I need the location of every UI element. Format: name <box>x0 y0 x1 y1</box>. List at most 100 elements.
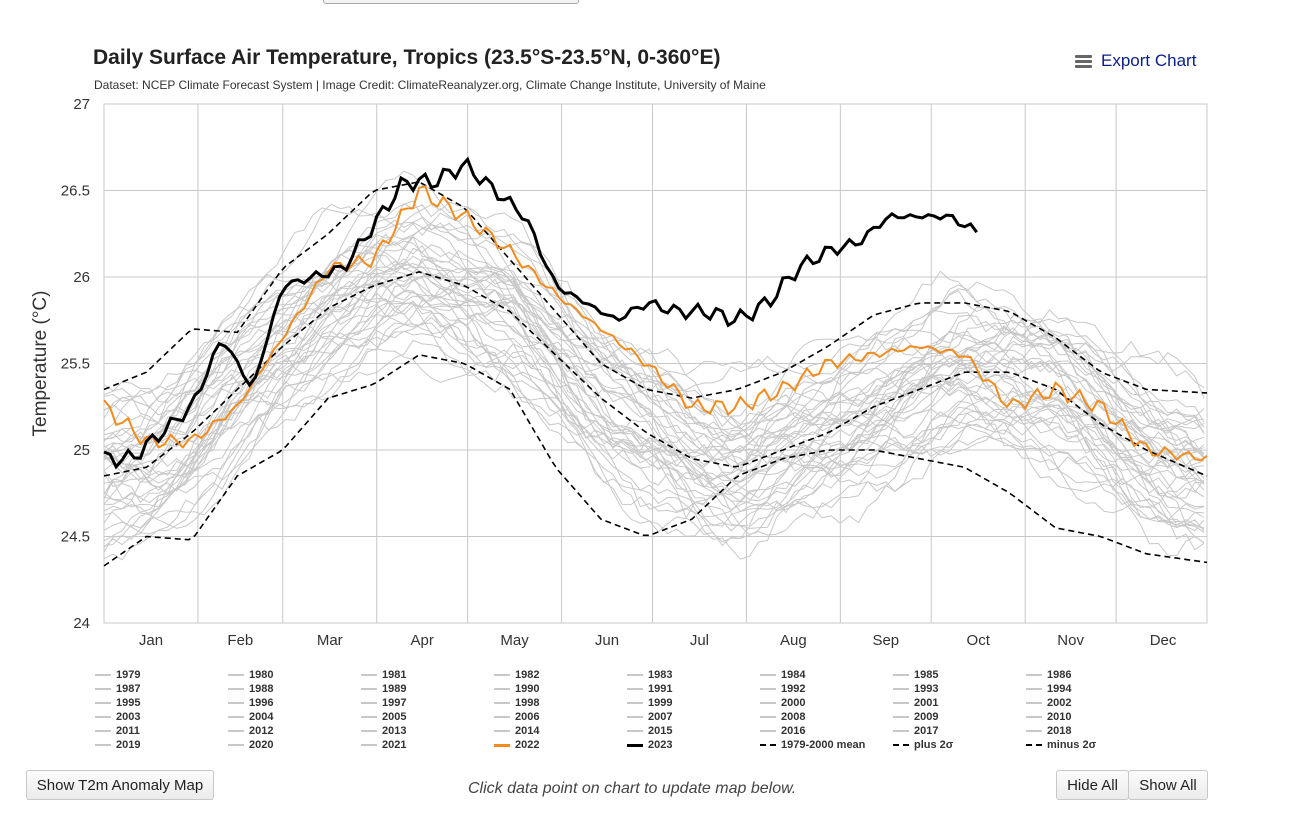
legend-item[interactable]: 2015 <box>627 724 672 738</box>
legend-swatch <box>893 702 909 704</box>
legend-item[interactable]: 2020 <box>228 738 273 752</box>
legend-item[interactable]: 1998 <box>494 696 539 710</box>
legend-item[interactable]: 2007 <box>627 710 672 724</box>
legend-item[interactable]: 1990 <box>494 682 539 696</box>
legend-swatch <box>1026 674 1042 676</box>
legend-item[interactable]: 1991 <box>627 682 672 696</box>
legend-item[interactable]: 2014 <box>494 724 539 738</box>
legend-item[interactable]: 1984 <box>760 668 805 682</box>
legend-item[interactable]: 2016 <box>760 724 805 738</box>
legend-item[interactable]: 2008 <box>760 710 805 724</box>
legend-item[interactable]: 1993 <box>893 682 938 696</box>
series-line-2005 <box>103 263 1205 459</box>
legend-swatch <box>893 716 909 718</box>
legend-item[interactable]: 2002 <box>1026 696 1071 710</box>
legend-swatch <box>760 716 776 718</box>
legend-item[interactable]: 2003 <box>95 710 140 724</box>
legend-swatch <box>760 744 776 746</box>
series-line-plus-2- <box>103 180 1208 399</box>
legend-item[interactable]: 1987 <box>95 682 140 696</box>
legend-label: 2001 <box>914 697 939 709</box>
x-tick-label: Sep <box>872 632 899 649</box>
legend-swatch <box>494 730 510 732</box>
legend-item[interactable]: 1994 <box>1026 682 1071 696</box>
series-line-1979 <box>103 339 1205 551</box>
legend-item[interactable]: 1979-2000 mean <box>760 738 865 752</box>
series-line-2010 <box>103 249 1205 453</box>
legend-item[interactable]: 1992 <box>760 682 805 696</box>
series-line-1979-2000-mean <box>103 270 1208 477</box>
legend-item[interactable]: 1981 <box>361 668 406 682</box>
legend-item[interactable]: 1986 <box>1026 668 1071 682</box>
legend-item[interactable]: 1979 <box>95 668 140 682</box>
legend-label: 1987 <box>116 683 141 695</box>
legend-item[interactable]: 2019 <box>95 738 140 752</box>
y-axis-label: Temperature (°C) <box>30 291 51 437</box>
legend-item[interactable]: 2012 <box>228 724 273 738</box>
legend-item[interactable]: 2022 <box>494 738 539 752</box>
legend-item[interactable]: 2004 <box>228 710 273 724</box>
legend-label: 1995 <box>116 697 141 709</box>
legend-item[interactable]: 1980 <box>228 668 273 682</box>
legend-item[interactable]: 2017 <box>893 724 938 738</box>
temperature-chart[interactable]: 27 26.5 26 25.5 25 24.5 24 Jan Feb Mar Apr May Jun Ju… <box>0 0 1306 660</box>
series-line-2021 <box>103 203 1205 441</box>
legend-item[interactable]: 2021 <box>361 738 406 752</box>
x-tick-label: Apr <box>411 632 434 649</box>
legend-swatch <box>494 688 510 690</box>
legend-label: plus 2σ <box>914 739 954 751</box>
legend-item[interactable]: 1996 <box>228 696 273 710</box>
legend-item[interactable]: 1999 <box>627 696 672 710</box>
series-line-2004 <box>103 275 1205 465</box>
legend-label: 1979 <box>116 669 141 681</box>
legend-swatch <box>893 674 909 676</box>
legend-item[interactable]: 2023 <box>627 738 672 752</box>
x-tick-label: Jan <box>139 632 163 649</box>
dataset-select[interactable] <box>323 0 579 4</box>
legend-item[interactable]: 1985 <box>893 668 938 682</box>
legend-label: 1993 <box>914 683 939 695</box>
legend-item[interactable]: 2018 <box>1026 724 1071 738</box>
legend-label: 1994 <box>1047 683 1072 695</box>
legend-item[interactable]: plus 2σ <box>893 738 953 752</box>
legend-item[interactable]: 2001 <box>893 696 938 710</box>
series-line-2022 <box>103 185 1208 462</box>
legend-swatch <box>361 716 377 718</box>
legend-swatch <box>1026 730 1042 732</box>
legend-swatch <box>361 688 377 690</box>
series-line-1988 <box>103 303 1205 548</box>
legend-item[interactable]: 1995 <box>95 696 140 710</box>
legend-item[interactable]: 2011 <box>95 724 140 738</box>
legend-label: 1996 <box>249 697 274 709</box>
show-all-button[interactable]: Show All <box>1128 770 1208 800</box>
legend-item[interactable]: 2010 <box>1026 710 1071 724</box>
legend-item[interactable]: 1997 <box>361 696 406 710</box>
legend-item[interactable]: 1983 <box>627 668 672 682</box>
export-chart-label: Export Chart <box>1101 51 1197 70</box>
legend-item[interactable]: 2013 <box>361 724 406 738</box>
show-anomaly-map-button[interactable]: Show T2m Anomaly Map <box>26 770 214 800</box>
legend-item[interactable]: 2000 <box>760 696 805 710</box>
legend-swatch <box>893 744 909 746</box>
series-line-2001 <box>103 279 1205 483</box>
legend-item[interactable]: 1989 <box>361 682 406 696</box>
chart-subtitle: Dataset: NCEP Climate Forecast System | … <box>94 78 766 92</box>
legend-label: 1985 <box>914 669 939 681</box>
legend-swatch <box>1026 716 1042 718</box>
export-chart-button[interactable]: Export Chart <box>1075 51 1196 71</box>
legend-label: 2017 <box>914 725 939 737</box>
hide-all-button[interactable]: Hide All <box>1056 770 1129 800</box>
legend-item[interactable]: 1982 <box>494 668 539 682</box>
legend-item[interactable]: 1988 <box>228 682 273 696</box>
legend-swatch <box>95 716 111 718</box>
legend-swatch <box>228 674 244 676</box>
legend-swatch <box>1026 688 1042 690</box>
legend-item[interactable]: minus 2σ <box>1026 738 1096 752</box>
legend-item[interactable]: 2006 <box>494 710 539 724</box>
legend-label: 1992 <box>781 683 806 695</box>
legend-swatch <box>95 730 111 732</box>
series-line-1989 <box>103 302 1205 506</box>
legend-item[interactable]: 2009 <box>893 710 938 724</box>
legend-label: 1999 <box>648 697 673 709</box>
legend-item[interactable]: 2005 <box>361 710 406 724</box>
